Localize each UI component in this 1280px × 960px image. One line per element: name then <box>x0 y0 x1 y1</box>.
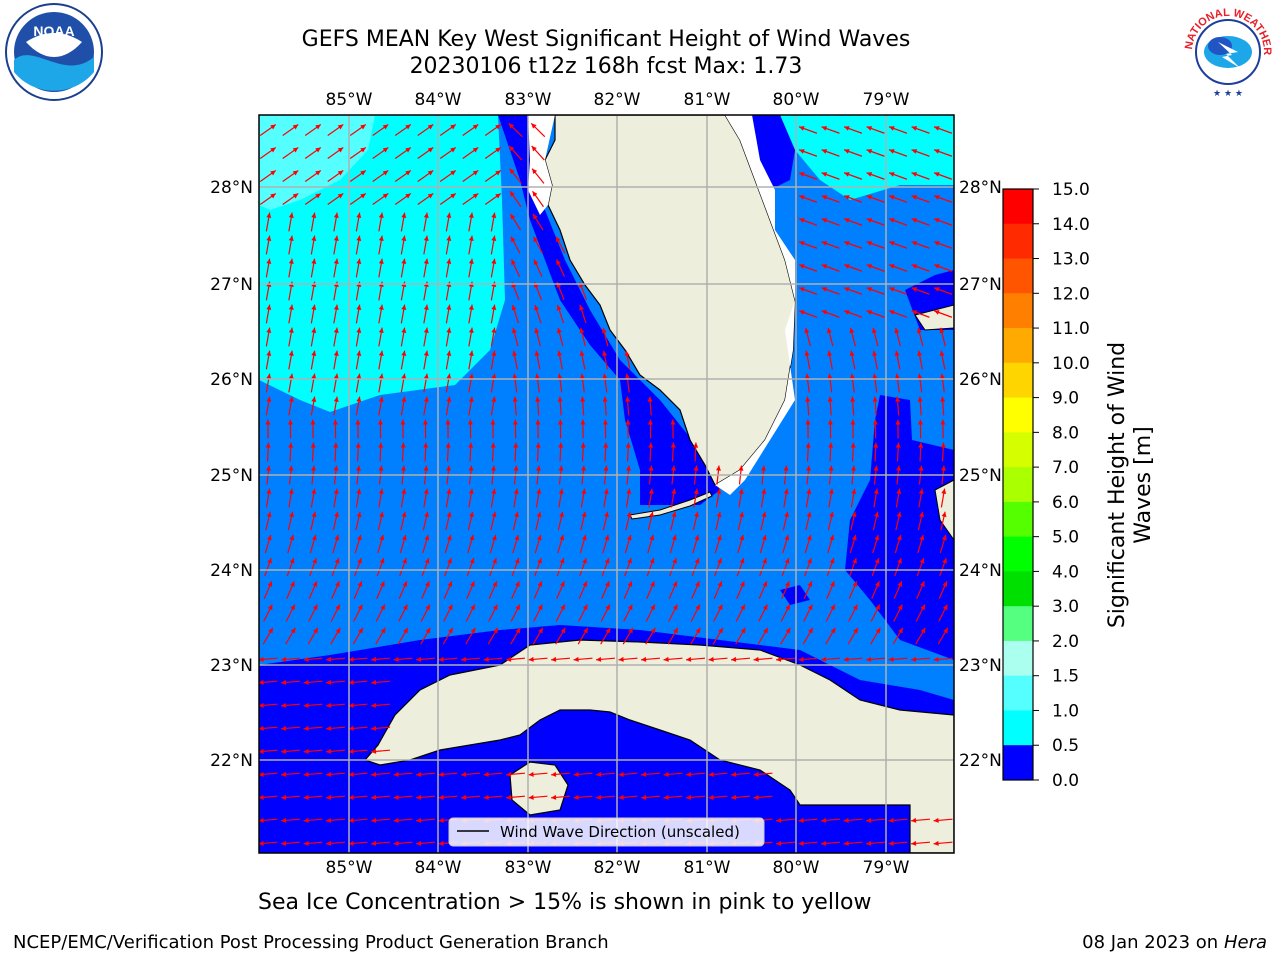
colorbar-swatch <box>1003 432 1033 468</box>
sea-ice-note: Sea Ice Concentration > 15% is shown in … <box>258 890 872 915</box>
colorbar-swatch <box>1003 189 1033 225</box>
lat-tick-label: 26°N <box>959 370 1002 390</box>
colorbar-swatch <box>1003 362 1033 399</box>
lon-tick-label: 80°W <box>773 90 820 110</box>
nws-logo-icon: NATIONAL WEATHER SERVICE ★ ★ ★ <box>1174 0 1278 102</box>
wave-band-0-0.5-gulf-coast <box>498 115 720 505</box>
colorbar-swatch <box>1003 710 1033 746</box>
lon-tick-label: 85°W <box>326 858 373 878</box>
colorbar-swatch <box>1003 501 1033 538</box>
florida-keys <box>629 491 713 520</box>
noaa-logo-icon: NOAA <box>4 2 104 102</box>
lon-tick-label: 80°W <box>773 858 820 878</box>
wave-band-1.0-1.5-northeast <box>780 115 954 200</box>
colorbar-swatch <box>1003 397 1033 433</box>
colorbar-tick-label: 14.0 <box>1052 215 1090 235</box>
chart-title: GEFS MEAN Key West Significant Height of… <box>301 27 911 52</box>
lat-tick-label: 23°N <box>210 656 253 676</box>
legend-label: Wind Wave Direction (unscaled) <box>500 823 740 841</box>
colorbar-tick-label: 6.0 <box>1052 493 1079 513</box>
chart-subtitle: 20230106 t12z 168h fcst Max: 1.73 <box>409 54 803 79</box>
colorbar: 15.0 14.0 13.0 12.0 11.0 10.0 9.0 8.0 7.0 6.0 5.0 4… <box>1002 180 1090 791</box>
footer-date-text: 08 Jan 2023 on <box>1082 932 1224 953</box>
legend: Wind Wave Direction (unscaled) <box>448 817 765 847</box>
colorbar-swatch <box>1003 328 1033 364</box>
colorbar-tick-label: 13.0 <box>1052 250 1090 270</box>
colorbar-label-line2: Waves [m] <box>1131 426 1156 543</box>
lon-tick-label: 79°W <box>863 90 910 110</box>
colorbar-tick-label: 0.5 <box>1052 736 1079 756</box>
colorbar-swatch <box>1003 606 1033 642</box>
lat-tick-label: 28°N <box>210 178 253 198</box>
colorbar-label-line1: Significant Height of Wind <box>1105 342 1130 628</box>
lon-tick-label: 81°W <box>684 858 731 878</box>
lon-tick-label: 79°W <box>863 858 910 878</box>
coastal-mask-west <box>528 115 555 215</box>
colorbar-tick-label: 0.0 <box>1052 771 1079 791</box>
map-frame <box>258 114 955 854</box>
lat-tick-label: 26°N <box>210 370 253 390</box>
coastal-mask-east <box>715 115 795 495</box>
lon-tick-label: 82°W <box>594 858 641 878</box>
lon-tick-label: 83°W <box>505 858 552 878</box>
colorbar-swatch <box>1003 571 1033 607</box>
lat-tick-label: 25°N <box>210 466 253 486</box>
graticule <box>259 115 954 853</box>
lon-tick-label: 85°W <box>326 90 373 110</box>
colorbar-tick-label: 3.0 <box>1052 597 1079 617</box>
colorbar-swatch <box>1003 536 1033 572</box>
wave-band-0-0.5-bahamas <box>845 395 954 660</box>
lon-tick-label: 83°W <box>505 90 552 110</box>
footer-host: Hera <box>1223 932 1267 953</box>
colorbar-tick-label: 10.0 <box>1052 354 1090 374</box>
tick-labels: 85°W 85°W 84°W 84°W 83°W 83°W 82°W 82°W 81°W 81°W… <box>210 90 1002 878</box>
noaa-logo-text: NOAA <box>33 23 74 39</box>
lon-tick-label: 84°W <box>415 858 462 878</box>
colorbar-tick-label: 9.0 <box>1052 389 1079 409</box>
lon-tick-label: 81°W <box>684 90 731 110</box>
colorbar-tick-label: 7.0 <box>1052 458 1079 478</box>
grand-bahama <box>914 304 954 331</box>
colorbar-tick-label: 11.0 <box>1052 319 1090 339</box>
colorbar-tick-label: 15.0 <box>1052 180 1090 200</box>
lat-tick-label: 22°N <box>959 751 1002 771</box>
lat-tick-label: 22°N <box>210 751 253 771</box>
colorbar-tick-label: 2.0 <box>1052 632 1079 652</box>
lon-tick-label: 82°W <box>594 90 641 110</box>
colorbar-tick-label: 1.0 <box>1052 701 1079 721</box>
lon-tick-label: 84°W <box>415 90 462 110</box>
lat-tick-label: 27°N <box>959 275 1002 295</box>
wave-band-0-0.5-shoal <box>780 585 810 605</box>
colorbar-swatch <box>1003 640 1033 677</box>
colorbar-swatch <box>1003 675 1033 711</box>
lat-tick-label: 27°N <box>210 275 253 295</box>
colorbar-tick-label: 1.5 <box>1052 667 1079 687</box>
lat-tick-label: 24°N <box>959 561 1002 581</box>
lat-tick-label: 28°N <box>959 178 1002 198</box>
svg-text:★ ★ ★: ★ ★ ★ <box>1213 89 1243 99</box>
lat-tick-label: 24°N <box>210 561 253 581</box>
colorbar-tick-label: 12.0 <box>1052 284 1090 304</box>
colorbar-tick-label: 8.0 <box>1052 423 1079 443</box>
footer-credit: NCEP/EMC/Verification Post Processing Pr… <box>13 932 609 953</box>
colorbar-swatch <box>1003 745 1033 780</box>
colorbar-swatch <box>1003 467 1033 503</box>
colorbar-swatch <box>1003 258 1033 294</box>
cuba-land <box>363 639 954 853</box>
footer-date: 08 Jan 2023 on Hera <box>1082 932 1267 953</box>
andros-island <box>934 479 954 541</box>
lat-tick-label: 23°N <box>959 656 1002 676</box>
colorbar-tick-label: 5.0 <box>1052 528 1079 548</box>
wave-band-0-0.5-atlantic-north <box>752 115 795 190</box>
colorbar-tick-label: 4.0 <box>1052 562 1079 582</box>
colorbar-swatch <box>1003 223 1033 260</box>
colorbar-swatch <box>1003 293 1033 329</box>
lat-tick-label: 25°N <box>959 466 1002 486</box>
